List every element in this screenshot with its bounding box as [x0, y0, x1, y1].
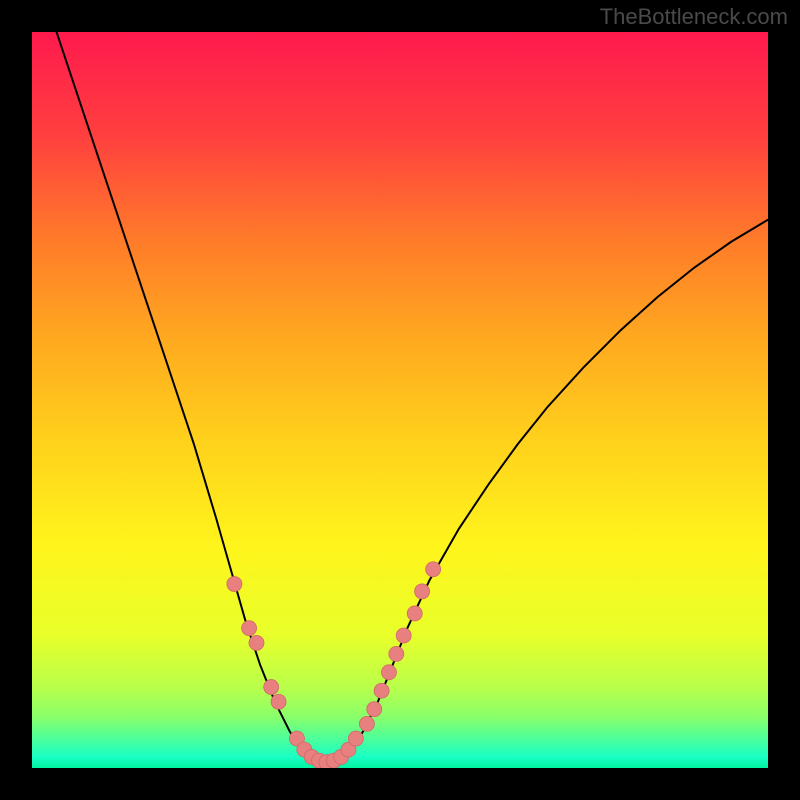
data-marker: [359, 716, 374, 731]
data-marker: [367, 702, 382, 717]
data-marker: [264, 680, 279, 695]
data-marker: [348, 731, 363, 746]
data-marker: [242, 621, 257, 636]
chart-frame: TheBottleneck.com: [0, 0, 800, 800]
data-marker: [389, 646, 404, 661]
watermark-text: TheBottleneck.com: [600, 4, 788, 30]
data-marker: [374, 683, 389, 698]
data-marker: [227, 577, 242, 592]
data-marker: [249, 635, 264, 650]
data-marker: [271, 694, 286, 709]
data-marker: [396, 628, 411, 643]
plot-svg: [32, 32, 768, 768]
data-marker: [415, 584, 430, 599]
plot-area: [32, 32, 768, 768]
data-marker: [381, 665, 396, 680]
data-marker: [426, 562, 441, 577]
data-marker: [407, 606, 422, 621]
